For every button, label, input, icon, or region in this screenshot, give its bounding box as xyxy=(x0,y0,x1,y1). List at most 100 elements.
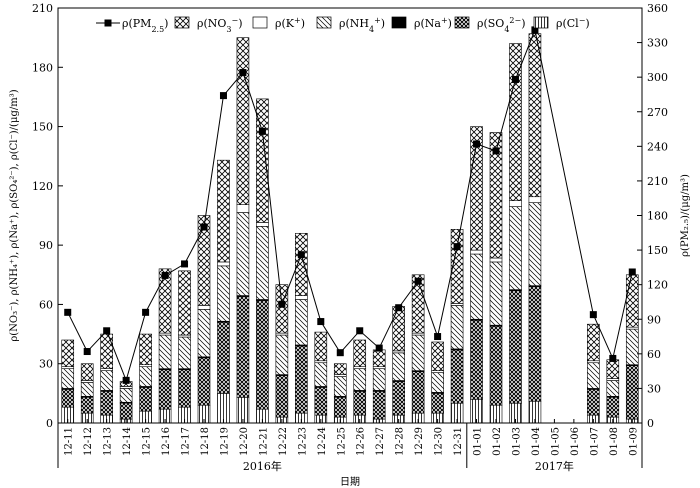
x-tick-label-12-12: 12-12 xyxy=(83,427,94,456)
legend-nh4-swatch xyxy=(316,16,332,29)
pm25-point-12-18 xyxy=(200,223,208,231)
axes-layer: 0 30 60 90 120 150 180 210 0 30 60 90 120 150 180 210 24… xyxy=(9,2,691,488)
bar-nh4-01-09 xyxy=(625,328,639,366)
pm25-point-12-26 xyxy=(356,327,364,335)
legend-k-swatch xyxy=(252,16,268,29)
right-tick-label: 360 xyxy=(647,2,668,15)
bar-cl-12-19 xyxy=(217,393,230,424)
bar-k-01-01 xyxy=(470,249,483,255)
legend-na-label: ρ(Na+) xyxy=(414,16,452,31)
pm25-point-12-30 xyxy=(434,333,442,341)
bar-k-12-23 xyxy=(295,295,308,300)
legend-na-swatch xyxy=(391,16,407,29)
bar-nh4-12-29 xyxy=(411,334,425,371)
bar-so4-12-30 xyxy=(431,393,444,414)
bar-so4-12-27 xyxy=(372,391,386,420)
y-axis-label-right: ρ(PM₂.₅)/(μg/m³) xyxy=(680,174,691,257)
bar-no3-12-30 xyxy=(431,341,444,371)
bar-k-01-02 xyxy=(489,257,503,263)
year-label: 2017年 xyxy=(535,459,574,473)
bar-so4-12-26 xyxy=(353,391,367,416)
x-tick-label-12-11: 12-11 xyxy=(64,427,75,456)
x-tick-label-12-15: 12-15 xyxy=(142,427,153,456)
legend-pm25-swatch-marker xyxy=(104,19,112,27)
bar-nh4-12-15 xyxy=(139,366,152,387)
bar-so4-12-25 xyxy=(333,397,347,418)
bar-so4-12-15 xyxy=(139,387,152,412)
x-tick-label-01-08: 01-08 xyxy=(609,427,620,456)
bar-k-12-28 xyxy=(392,350,405,354)
bar-nh4-12-27 xyxy=(372,368,386,391)
bar-so4-01-01 xyxy=(470,319,483,400)
bar-so4-01-08 xyxy=(606,397,620,418)
bar-so4-12-16 xyxy=(158,369,172,410)
x-tick-label-12-23: 12-23 xyxy=(297,427,308,456)
x-tick-label-01-02: 01-02 xyxy=(492,427,503,456)
bar-so4-12-29 xyxy=(411,371,425,414)
bar-nh4-12-28 xyxy=(392,352,405,381)
bar-nh4-12-16 xyxy=(158,334,172,369)
bar-nh4-12-18 xyxy=(197,309,211,358)
pm25-point-12-12 xyxy=(83,348,91,356)
x-tick-label-01-01: 01-01 xyxy=(473,427,484,456)
bar-no3-01-04 xyxy=(528,33,542,198)
bar-so4-01-04 xyxy=(528,286,542,402)
pm25-point-12-17 xyxy=(181,260,189,268)
left-tick-label: 210 xyxy=(32,2,53,15)
bar-k-01-08 xyxy=(606,378,620,381)
pm25-point-12-20 xyxy=(239,69,247,77)
bar-no3-01-07 xyxy=(587,323,600,362)
bar-no3-01-09 xyxy=(625,274,639,328)
pm25-point-12-11 xyxy=(64,308,72,316)
bar-no3-12-28 xyxy=(392,306,405,352)
left-tick-label: 0 xyxy=(46,417,53,430)
bar-no3-12-20 xyxy=(236,37,250,205)
bar-nh4-12-30 xyxy=(431,372,444,393)
bar-no3-12-26 xyxy=(353,339,367,367)
right-tick-label: 300 xyxy=(647,71,668,84)
bar-nh4-12-26 xyxy=(353,368,367,391)
legend-cl-label: ρ(Cl−) xyxy=(556,16,590,31)
legend-pm25-label: ρ(PM2.5) xyxy=(122,17,168,34)
x-tick-label-01-09: 01-09 xyxy=(628,427,639,456)
bar-no3-12-17 xyxy=(178,270,191,336)
pm25-point-12-22 xyxy=(278,300,286,308)
bar-no3-12-27 xyxy=(372,349,386,367)
bar-nh4-12-21 xyxy=(256,226,269,300)
bar-no3-12-12 xyxy=(80,363,94,381)
bar-nh4-12-11 xyxy=(61,368,75,389)
legend-so4-label: ρ(SO42−) xyxy=(477,16,526,34)
legend-nh4-label: ρ(NH4+) xyxy=(339,16,385,34)
right-tick-label: 180 xyxy=(647,210,668,223)
right-tick-label: 90 xyxy=(647,313,661,326)
pm25-point-12-16 xyxy=(161,271,169,279)
bar-nh4-01-04 xyxy=(528,202,542,286)
pm25-point-12-28 xyxy=(395,304,403,312)
bar-so4-12-28 xyxy=(392,381,405,416)
x-axis-label: 日期 xyxy=(340,476,360,488)
bar-so4-12-31 xyxy=(450,349,464,404)
pm25-point-12-19 xyxy=(219,92,227,100)
bar-k-12-19 xyxy=(217,261,230,267)
bar-layer xyxy=(61,33,639,424)
legend: ρ(PM2.5) ρ(NO3−) ρ(K+) ρ(NH4+) ρ(Na+) ρ(SO42−… xyxy=(96,16,590,34)
x-tick-label-12-22: 12-22 xyxy=(278,427,289,456)
bar-so4-01-02 xyxy=(489,325,503,406)
bar-no3-12-23 xyxy=(295,232,308,296)
pm25-point-12-24 xyxy=(317,318,325,326)
bar-nh4-12-12 xyxy=(80,382,94,397)
bar-nh4-12-31 xyxy=(450,305,464,350)
bar-no3-12-15 xyxy=(139,333,152,366)
legend-k-label: ρ(K+) xyxy=(275,16,305,31)
x-tick-label-12-18: 12-18 xyxy=(200,427,211,456)
x-tick-label-12-20: 12-20 xyxy=(239,427,250,456)
pm25-point-12-31 xyxy=(453,243,461,251)
bar-so4-01-03 xyxy=(509,290,522,404)
bar-nh4-12-20 xyxy=(236,212,250,296)
x-tick-label-12-14: 12-14 xyxy=(122,427,133,456)
pm25-point-12-23 xyxy=(297,251,305,259)
bar-nh4-12-13 xyxy=(100,370,113,391)
right-tick-label: 240 xyxy=(647,140,668,153)
x-tick-label-01-03: 01-03 xyxy=(511,427,522,456)
